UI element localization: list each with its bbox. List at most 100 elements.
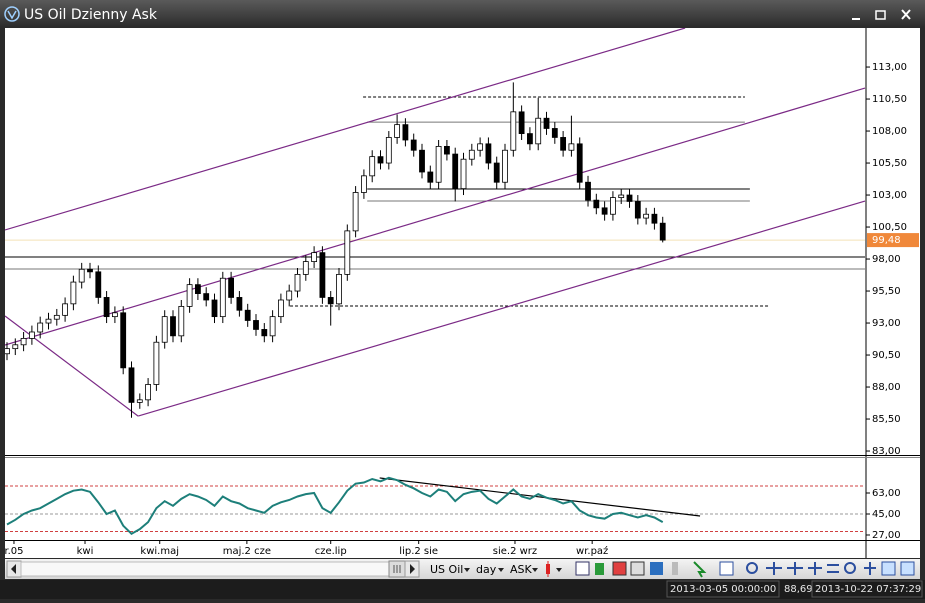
candle-body — [87, 268, 93, 273]
last-price-label: 99,48 — [872, 235, 901, 246]
last-price-box — [867, 233, 919, 248]
candle-body — [302, 261, 309, 275]
y-tick-label: 85,50 — [872, 414, 901, 425]
icon[interactable] — [900, 561, 915, 576]
icon[interactable] — [630, 561, 645, 576]
icon[interactable] — [719, 561, 734, 576]
candle-body — [352, 192, 359, 232]
scroll-track[interactable] — [20, 561, 390, 577]
trend-line — [137, 200, 866, 417]
icon[interactable] — [595, 563, 604, 575]
side-dropdown[interactable]: ASK — [510, 563, 538, 576]
close-button[interactable] — [901, 9, 911, 20]
candle-body — [502, 149, 508, 183]
candle-body — [211, 299, 218, 318]
icon[interactable] — [612, 561, 627, 576]
instrument-dropdown[interactable]: US Oil — [430, 563, 470, 576]
candle-body — [78, 268, 85, 283]
candle-body — [70, 281, 77, 305]
candle-body — [593, 199, 600, 209]
candle-body — [634, 201, 641, 219]
chart-type-button[interactable] — [546, 561, 562, 577]
icon — [672, 562, 678, 575]
icon[interactable] — [575, 561, 590, 576]
candle-body — [435, 145, 442, 183]
candle-body — [518, 111, 525, 134]
x-tick-label: r.05 — [4, 546, 23, 557]
scroll-right[interactable] — [404, 560, 420, 578]
candle-body — [643, 213, 650, 219]
minimize-button[interactable] — [852, 18, 860, 20]
icon[interactable] — [864, 562, 876, 575]
candle-body — [419, 149, 425, 173]
candle-body — [311, 252, 318, 262]
trend-line — [5, 87, 866, 346]
candle-body — [136, 399, 143, 403]
toolbar-icons — [575, 561, 915, 578]
candle-body — [45, 318, 52, 324]
trend-line — [5, 315, 139, 417]
y-tick-label: 27,00 — [872, 530, 901, 541]
candle-body — [568, 143, 575, 151]
status-start: 2013-03-05 00:00:00 — [670, 584, 776, 595]
y-tick-label: 113,00 — [872, 62, 907, 73]
icon[interactable] — [693, 561, 707, 578]
scroll-left[interactable] — [6, 560, 22, 578]
icon[interactable] — [881, 561, 896, 576]
candle-body — [527, 133, 533, 145]
indicator-line — [6, 476, 664, 536]
candle-body — [344, 230, 351, 275]
window-title: US Oil Dzienny Ask — [24, 7, 158, 23]
candle-body — [203, 293, 210, 301]
trend-line — [379, 477, 701, 517]
x-tick-label: kwi — [77, 546, 94, 557]
candle-body — [601, 207, 608, 215]
y-tick-label: 93,00 — [872, 318, 901, 329]
period-dropdown[interactable]: day — [476, 563, 504, 576]
icon[interactable] — [787, 562, 803, 575]
candle-body — [543, 117, 550, 129]
y-tick-label: 95,50 — [872, 286, 901, 297]
status-cell — [811, 580, 923, 598]
icon[interactable] — [766, 562, 782, 575]
side: ASK — [510, 563, 533, 576]
icon[interactable] — [827, 564, 839, 573]
y-tick-label: 110,50 — [872, 94, 907, 105]
candle-body — [427, 171, 434, 183]
candle-body — [485, 143, 492, 164]
x-tick-label: cze.lip — [315, 546, 347, 557]
x-tick-label: lip.2 sie — [399, 546, 438, 557]
chart-area — [5, 28, 920, 558]
candle-body — [95, 271, 102, 298]
candle-body — [402, 124, 409, 141]
status-cell — [666, 580, 780, 598]
icon[interactable] — [746, 562, 758, 574]
candle-body — [261, 329, 268, 337]
candle-body — [551, 128, 558, 138]
period: day — [476, 563, 497, 576]
candle-body — [186, 284, 193, 307]
panel — [5, 28, 866, 418]
candle-body — [253, 320, 259, 330]
candle-body — [236, 297, 243, 311]
icon[interactable] — [844, 562, 856, 574]
maximize-button[interactable] — [875, 10, 886, 20]
candle-body — [195, 284, 201, 294]
plots: 113,00 110,50 108,00 105,50 103,00 100,50 98,0… — [4, 28, 919, 557]
y-tick-label: 98,00 — [872, 254, 901, 265]
candle-body — [510, 111, 517, 151]
icon[interactable] — [650, 562, 663, 575]
candle-body — [286, 290, 293, 301]
candle-body — [560, 137, 567, 151]
icon[interactable] — [808, 562, 822, 575]
candle-body — [377, 156, 384, 164]
candle-body — [178, 305, 185, 337]
scroll-thumb[interactable] — [388, 560, 406, 578]
x-tick-label: sie.2 wrz — [493, 546, 537, 557]
candle-body — [319, 252, 326, 298]
status-bar — [0, 580, 925, 599]
candle-body — [28, 331, 35, 339]
candle-body — [20, 337, 27, 346]
